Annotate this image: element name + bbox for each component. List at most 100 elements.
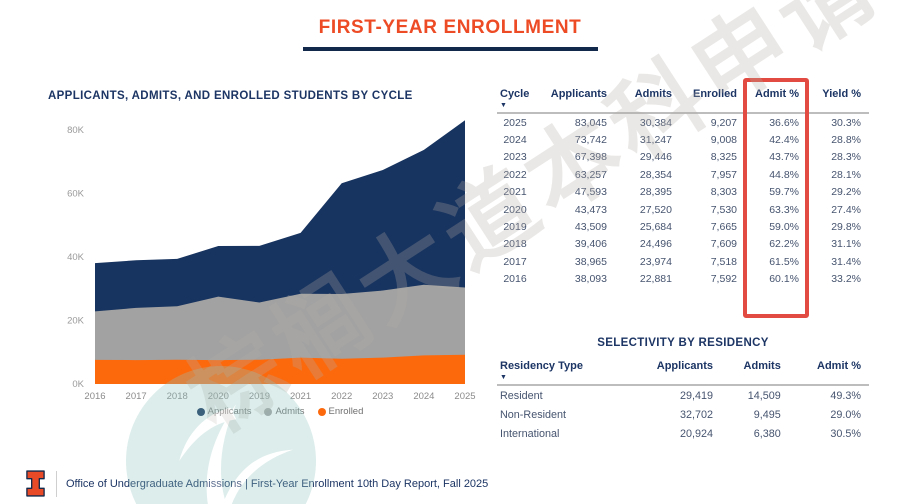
x-axis-tick: 2023 bbox=[372, 391, 393, 402]
header-label: Applicants bbox=[550, 88, 607, 100]
column-header-cycle[interactable]: Cycle ▼ bbox=[497, 86, 543, 114]
residency-table: Residency Type ▼ Applicants Admits Admit % R… bbox=[497, 358, 869, 444]
table-cell: 28.8% bbox=[831, 134, 861, 147]
x-axis-tick: 2021 bbox=[290, 391, 311, 402]
enrollment-row: 2017 38,965 23,974 7,518 61.5% 31.4% bbox=[497, 253, 869, 270]
table-cell: 2021 bbox=[503, 186, 527, 199]
legend-dot-icon bbox=[317, 407, 326, 416]
footer-text: Office of Undergraduate Admissions | Fir… bbox=[66, 477, 489, 490]
chart-title: APPLICANTS, ADMITS, AND ENROLLED STUDENT… bbox=[48, 90, 413, 102]
enrollment-chart-panel: APPLICANTS, ADMITS, AND ENROLLED STUDENT… bbox=[40, 90, 478, 417]
residency-row: Resident 29,419 14,509 49.3% bbox=[497, 385, 869, 405]
table-cell: 25,684 bbox=[639, 220, 672, 233]
table-cell: 2019 bbox=[503, 220, 527, 233]
column-header-admit-[interactable]: Admit % bbox=[745, 86, 807, 114]
column-header-enrolled[interactable]: Enrolled bbox=[680, 86, 745, 114]
x-axis-tick: 2018 bbox=[167, 391, 188, 402]
table-cell: 2016 bbox=[503, 273, 527, 286]
table-cell: 2023 bbox=[503, 151, 527, 164]
legend-label: Applicants bbox=[207, 406, 252, 417]
column-header-residency-type[interactable]: Residency Type ▼ bbox=[497, 358, 619, 386]
table-cell: 73,742 bbox=[574, 134, 607, 147]
table-cell: 27,520 bbox=[639, 203, 672, 216]
table-cell: 31.4% bbox=[831, 255, 861, 268]
table-cell: 43.7% bbox=[769, 151, 799, 164]
column-header-admit-[interactable]: Admit % bbox=[788, 358, 869, 386]
table-cell: 30,384 bbox=[639, 116, 672, 129]
residency-section: SELECTIVITY BY RESIDENCY Residency Type ▼… bbox=[497, 337, 869, 444]
x-axis-tick: 2016 bbox=[84, 391, 105, 402]
table-cell: 28,395 bbox=[639, 186, 672, 199]
table-cell: 43,473 bbox=[574, 203, 607, 216]
column-header-applicants[interactable]: Applicants bbox=[543, 86, 615, 114]
enrollment-row: 2018 39,406 24,496 7,609 62.2% 31.1% bbox=[497, 236, 869, 253]
table-cell: 63.3% bbox=[769, 203, 799, 216]
y-axis-tick: 0K bbox=[72, 379, 84, 390]
table-cell: 14,509 bbox=[747, 389, 781, 402]
x-axis-tick: 2024 bbox=[413, 391, 434, 402]
header-label: Admits bbox=[634, 88, 672, 100]
legend-item-admits[interactable]: Admits bbox=[264, 406, 305, 417]
x-axis-tick: 2017 bbox=[126, 391, 147, 402]
enrollment-row: 2024 73,742 31,247 9,008 42.4% 28.8% bbox=[497, 131, 869, 148]
enrollment-table-body: 2025 83,045 30,384 9,207 36.6% 30.3% 2024 73,74… bbox=[497, 113, 869, 288]
x-axis-tick: 2022 bbox=[331, 391, 352, 402]
table-cell: 32,702 bbox=[679, 408, 713, 421]
table-cell: 8,325 bbox=[710, 151, 737, 164]
table-cell: 28,354 bbox=[639, 168, 672, 181]
table-cell: 62.2% bbox=[769, 238, 799, 251]
table-cell: 39,406 bbox=[574, 238, 607, 251]
header-label: Admit % bbox=[817, 360, 861, 372]
table-cell: 42.4% bbox=[769, 134, 799, 147]
table-cell: 44.8% bbox=[769, 168, 799, 181]
enrollment-table-header-row: Cycle ▼ Applicants Admits Enrolled Admit % Yie… bbox=[497, 86, 869, 114]
table-cell: 83,045 bbox=[574, 116, 607, 129]
table-cell: 31.1% bbox=[831, 238, 861, 251]
enrollment-row: 2023 67,398 29,446 8,325 43.7% 28.3% bbox=[497, 149, 869, 166]
table-cell: 43,509 bbox=[574, 220, 607, 233]
block-i-logo bbox=[26, 470, 45, 497]
sort-arrow-icon: ▼ bbox=[500, 102, 507, 109]
table-cell: 9,207 bbox=[710, 116, 737, 129]
y-axis-tick: 60K bbox=[67, 189, 85, 200]
table-cell: 7,592 bbox=[710, 273, 737, 286]
column-header-yield-[interactable]: Yield % bbox=[807, 86, 869, 114]
table-cell: 2022 bbox=[503, 168, 527, 181]
table-cell: 60.1% bbox=[769, 273, 799, 286]
table-cell: 61.5% bbox=[769, 255, 799, 268]
legend-item-enrolled[interactable]: Enrolled bbox=[317, 406, 364, 417]
table-cell: International bbox=[500, 427, 560, 440]
table-cell: 7,518 bbox=[710, 255, 737, 268]
table-cell: 28.3% bbox=[831, 151, 861, 164]
table-cell: 2020 bbox=[503, 203, 527, 216]
table-cell: 47,593 bbox=[574, 186, 607, 199]
table-cell: 29,419 bbox=[679, 389, 713, 402]
legend-item-applicants[interactable]: Applicants bbox=[196, 406, 252, 417]
table-cell: 8,303 bbox=[710, 186, 737, 199]
table-cell: 33.2% bbox=[831, 273, 861, 286]
residency-table-header-row: Residency Type ▼ Applicants Admits Admit % bbox=[497, 358, 869, 386]
table-cell: 49.3% bbox=[830, 389, 861, 402]
sort-arrow-icon: ▼ bbox=[500, 374, 507, 381]
x-axis-tick: 2019 bbox=[249, 391, 270, 402]
page-header: FIRST-YEAR ENROLLMENT bbox=[0, 0, 900, 51]
x-axis-tick: 2020 bbox=[208, 391, 229, 402]
table-cell: Resident bbox=[500, 389, 543, 402]
table-cell: 59.7% bbox=[769, 186, 799, 199]
header-label: Yield % bbox=[822, 88, 861, 100]
header-label: Enrolled bbox=[692, 88, 737, 100]
legend-dot-icon bbox=[264, 407, 273, 416]
column-header-admits[interactable]: Admits bbox=[615, 86, 680, 114]
y-axis-tick: 80K bbox=[67, 125, 85, 136]
table-cell: 2024 bbox=[503, 134, 527, 147]
legend-dot-icon bbox=[196, 407, 205, 416]
column-header-applicants[interactable]: Applicants bbox=[618, 358, 721, 386]
tables-panel: Cycle ▼ Applicants Admits Enrolled Admit % Yie… bbox=[497, 78, 869, 440]
column-header-admits[interactable]: Admits bbox=[721, 358, 789, 386]
legend-label: Enrolled bbox=[328, 406, 364, 417]
enrollment-row: 2019 43,509 25,684 7,665 59.0% 29.8% bbox=[497, 218, 869, 235]
table-cell: 7,609 bbox=[710, 238, 737, 251]
table-cell: 9,008 bbox=[710, 134, 737, 147]
